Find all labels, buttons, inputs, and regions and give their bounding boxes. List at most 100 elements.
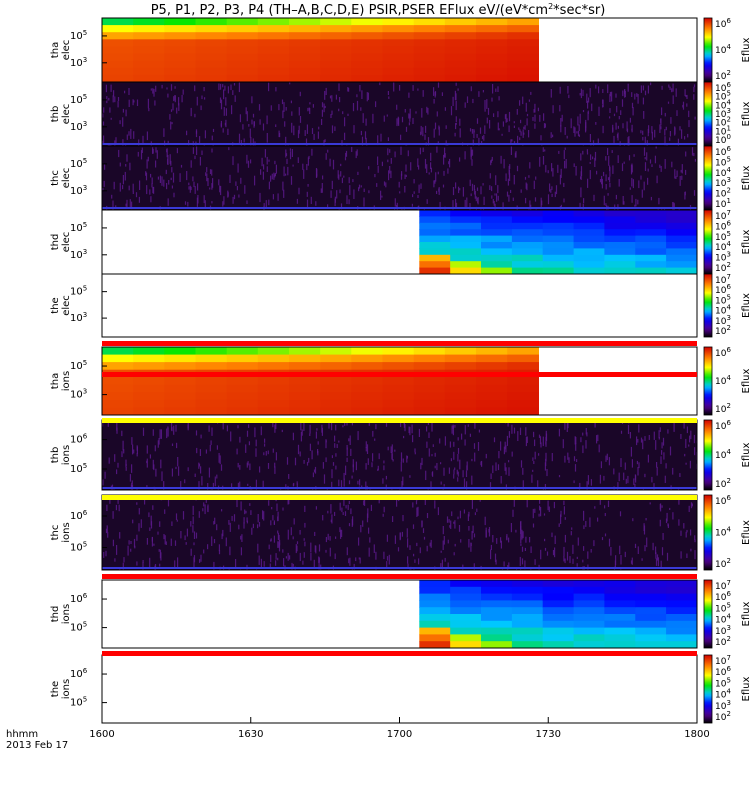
panel-species: ions (61, 679, 72, 699)
heatmap-cell (476, 18, 508, 26)
noise-speck (210, 440, 212, 446)
noise-speck (426, 426, 428, 432)
colorbar-tick-label: 107 (715, 209, 731, 222)
noise-speck (596, 170, 598, 175)
noise-speck (542, 156, 545, 165)
noise-speck (277, 557, 279, 561)
noise-speck (505, 445, 507, 453)
heatmap-cell (635, 235, 667, 243)
heatmap-cell (450, 267, 482, 274)
colorbar-label: Eflux (741, 368, 750, 393)
noise-speck (228, 520, 230, 525)
noise-speck (153, 186, 155, 194)
noise-speck (166, 87, 168, 90)
noise-speck (318, 557, 320, 563)
noise-speck (336, 190, 338, 199)
noise-speck (524, 125, 526, 130)
noise-speck (342, 111, 344, 115)
noise-speck (572, 544, 574, 554)
noise-speck (211, 148, 213, 153)
heatmap-cell (164, 53, 197, 62)
noise-speck (544, 123, 546, 128)
noise-speck (126, 154, 128, 162)
colorbar-tick-label: 103 (715, 176, 731, 189)
heatmap-cell (507, 392, 539, 401)
noise-speck (521, 529, 523, 540)
noise-speck (545, 430, 547, 440)
noise-speck (185, 542, 187, 545)
noise-speck (303, 460, 305, 464)
noise-speck (540, 135, 542, 141)
noise-speck (271, 507, 273, 510)
noise-speck (390, 158, 392, 164)
noise-speck (331, 180, 333, 189)
noise-speck (296, 541, 299, 545)
heatmap-cell (419, 593, 451, 601)
heatmap-cell (604, 634, 636, 642)
noise-speck (330, 190, 332, 198)
noise-speck (266, 166, 268, 172)
noise-speck (344, 511, 347, 516)
noise-speck (285, 153, 288, 156)
y-tick-label: 103 (70, 184, 87, 197)
noise-speck (455, 82, 457, 86)
noise-speck (664, 159, 666, 169)
heatmap-cell (164, 32, 197, 40)
noise-speck (263, 452, 265, 456)
noise-speck (166, 148, 168, 153)
noise-speck (577, 537, 579, 546)
noise-speck (460, 539, 462, 543)
heatmap-cell (320, 377, 352, 386)
noise-speck (684, 136, 686, 140)
noise-speck (609, 182, 611, 188)
noise-speck (400, 146, 402, 155)
noise-speck (164, 509, 166, 514)
heatmap-cell (635, 641, 667, 648)
noise-speck (287, 529, 289, 540)
noise-speck (394, 151, 396, 158)
noise-speck (315, 168, 318, 178)
heatmap-cell (542, 210, 575, 217)
noise-speck (669, 507, 671, 510)
noise-speck (164, 535, 166, 545)
noise-speck (296, 198, 298, 204)
heatmap-cell (320, 32, 352, 40)
noise-speck (167, 93, 169, 98)
noise-speck (338, 174, 340, 180)
noise-speck (340, 171, 342, 177)
noise-speck (510, 523, 512, 533)
noise-speck (262, 480, 264, 488)
noise-speck (421, 108, 423, 118)
noise-speck (122, 185, 124, 190)
noise-speck (630, 446, 632, 457)
noise-speck (420, 183, 422, 189)
noise-speck (574, 127, 576, 137)
heatmap-cell (289, 407, 321, 415)
noise-speck (129, 162, 131, 171)
noise-speck (171, 122, 173, 125)
noise-speck (352, 103, 355, 112)
noise-speck (616, 106, 618, 113)
heatmap-cell (226, 399, 259, 409)
noise-speck (407, 556, 409, 564)
noise-speck (331, 422, 333, 431)
noise-speck (135, 192, 138, 198)
noise-speck (432, 471, 434, 477)
noise-speck (513, 125, 515, 128)
heatmap-cell (164, 67, 197, 76)
noise-speck (412, 524, 415, 529)
noise-speck (471, 183, 474, 191)
noise-speck (307, 157, 309, 166)
noise-speck (651, 476, 653, 483)
heatmap-cell (382, 39, 415, 47)
noise-speck (171, 443, 174, 446)
noise-speck (634, 543, 637, 548)
noise-speck (211, 427, 213, 436)
noise-speck (644, 436, 646, 441)
noise-speck (534, 508, 536, 513)
y-tick-label: 105 (70, 359, 87, 372)
noise-speck (522, 480, 524, 490)
noise-speck (631, 557, 633, 565)
noise-speck (203, 502, 205, 507)
noise-speck (408, 426, 410, 434)
